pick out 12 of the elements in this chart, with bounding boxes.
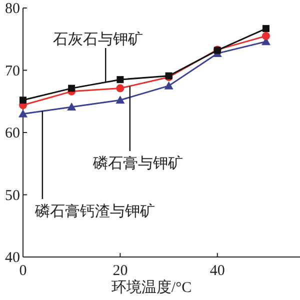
y-tick-label: 40: [5, 250, 20, 266]
x-tick-label: 40: [210, 263, 225, 279]
series-label: 石灰石与钾矿: [53, 31, 143, 48]
text: 磷石膏钙渣与钾矿: [34, 203, 155, 220]
text: 磷石膏与钾矿: [92, 155, 183, 172]
x-axis-title: 环境温度/°C: [111, 279, 192, 296]
y-tick-label: 60: [5, 126, 20, 142]
y-tick-label: 80: [5, 1, 20, 17]
y-tick-label: 70: [5, 63, 20, 80]
y-tick-label: 50: [5, 188, 20, 204]
x-tick-label: 20: [112, 263, 128, 279]
x-tick-label: 0: [19, 263, 27, 279]
